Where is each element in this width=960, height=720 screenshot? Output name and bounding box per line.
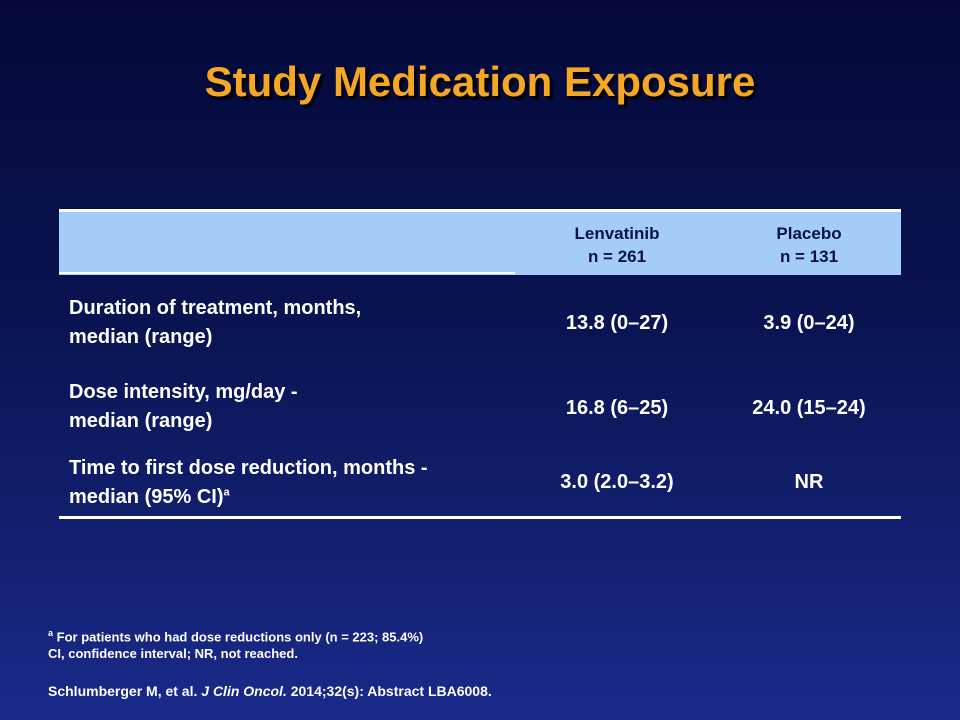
header-divider: [59, 272, 515, 274]
row-label-line: Time to first dose reduction, months -: [69, 457, 428, 479]
row-label-time-to-reduction: Time to first dose reduction, months - m…: [69, 454, 509, 512]
row-label-line: Dose intensity, mg/day -: [69, 381, 298, 403]
footnote-a-text: For patients who had dose reductions onl…: [56, 629, 424, 645]
citation-authors: Schlumberger M, et al.: [48, 683, 198, 699]
column-n: n = 131: [779, 247, 839, 266]
column-name: Placebo: [776, 224, 842, 243]
cell-duration-placebo: 3.9 (0–24): [763, 312, 855, 334]
row-label-line: Duration of treatment, months,: [69, 297, 362, 319]
footnote-abbreviations: CI, confidence interval; NR, not reached…: [48, 646, 298, 661]
slide-title: Study Medication Exposure: [204, 58, 756, 105]
row-label-line: median (range): [69, 410, 213, 432]
citation-journal: J Clin Oncol.: [201, 683, 287, 699]
footnote-a: a For patients who had dose reductions o…: [48, 628, 423, 644]
cell-time-to-reduction-placebo: NR: [794, 471, 824, 493]
cell-dose-intensity-placebo: 24.0 (15–24): [752, 397, 866, 419]
cell-time-to-reduction-lenvatinib: 3.0 (2.0–3.2): [560, 471, 674, 493]
column-name: Lenvatinib: [574, 224, 660, 243]
table-header-band: Lenvatinib n = 261 Placebo n = 131: [59, 209, 901, 275]
table-bottom-rule: [59, 516, 901, 519]
footnote-marker: a: [223, 486, 230, 499]
row-label-line: median (range): [69, 326, 213, 348]
row-label-line: median (95% CI)a: [69, 483, 509, 512]
column-header-placebo: Placebo n = 131: [714, 222, 904, 268]
citation-details: 2014;32(s): Abstract LBA6008.: [290, 683, 492, 699]
row-label-dose-intensity: Dose intensity, mg/day - median (range): [69, 378, 509, 436]
column-n: n = 261: [587, 247, 647, 266]
cell-dose-intensity-lenvatinib: 16.8 (6–25): [565, 397, 669, 419]
column-header-lenvatinib: Lenvatinib n = 261: [522, 222, 712, 268]
row-label-duration: Duration of treatment, months, median (r…: [69, 294, 509, 352]
row-label-text: median (95% CI): [69, 486, 224, 508]
footnote-marker: a: [48, 628, 54, 638]
cell-duration-lenvatinib: 13.8 (0–27): [565, 312, 669, 334]
citation: Schlumberger M, et al. J Clin Oncol. 201…: [48, 683, 492, 699]
